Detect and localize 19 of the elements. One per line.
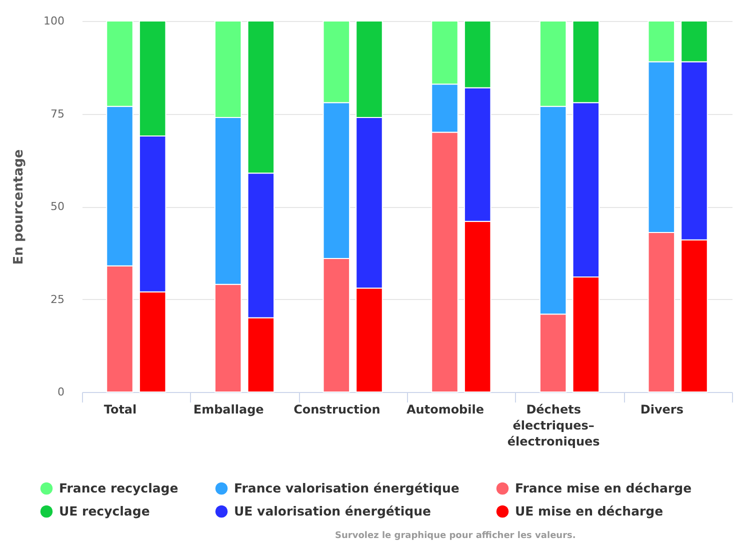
x-tick-label: Automobile (406, 402, 484, 416)
legend-label: UE valorisation énergétique (234, 504, 431, 518)
y-tick-label: 100 (44, 14, 64, 28)
y-tick-label: 50 (50, 200, 64, 213)
x-tick-label: Déchets électriques–électroniques (507, 402, 600, 448)
y-tick-label: 25 (50, 292, 64, 306)
legend-label: UE mise en décharge (515, 504, 664, 518)
y-tick-label: 0 (58, 386, 64, 398)
legend-label: France mise en décharge (515, 480, 692, 496)
legend-label: France valorisation énergétique (234, 480, 460, 496)
x-tick-label: Emballage (193, 402, 264, 416)
legend-label: France recyclage (59, 480, 178, 496)
x-tick-label: Total (104, 402, 137, 416)
text: Survolez le graphique pour afficher les valeurs. (335, 531, 576, 541)
x-tick-label: Construction (294, 402, 380, 416)
y-tick-label: 75 (50, 107, 64, 120)
x-tick-label: Divers (640, 402, 684, 416)
y-axis-title: En pourcentage (12, 149, 27, 265)
legend-label: UE recyclage (59, 504, 150, 518)
